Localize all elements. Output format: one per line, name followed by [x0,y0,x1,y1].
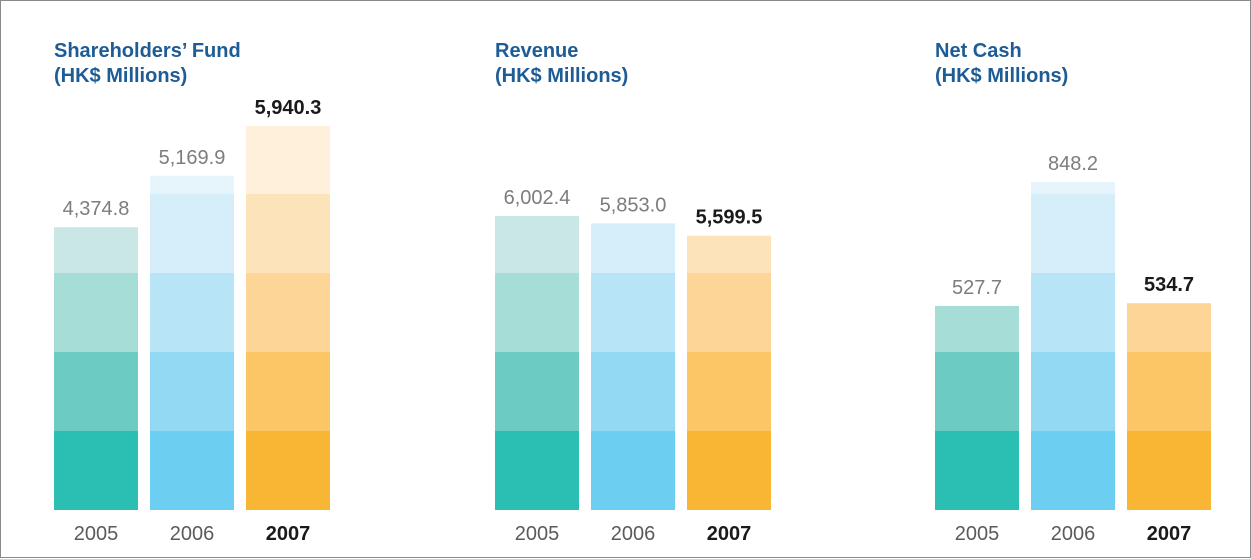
bar-segment [495,216,579,273]
bar-segment [150,352,234,431]
bar-2006 [1031,182,1115,510]
bar-segment [935,352,1019,431]
year-tick-label: 2006 [170,523,215,545]
bar-segment [495,352,579,431]
bar-segment [150,175,234,194]
bar-2006 [150,175,234,510]
title-line-2: (HK$ Millions) [54,65,188,87]
bar-2005 [935,305,1019,510]
bar-segment [935,305,1019,352]
bar-segment [150,273,234,352]
bar-segment [1031,273,1115,352]
bar-segment [935,431,1019,510]
value-label: 5,599.5 [696,207,763,229]
bar-2007 [687,235,771,510]
bar-segment [1031,431,1115,510]
bar-segment [54,431,138,510]
bar-segment [54,227,138,273]
bar-segment [54,273,138,352]
year-tick-label: 2007 [266,523,311,545]
bar-segment [54,352,138,431]
chart-title-revenue: Revenue (HK$ Millions) [495,39,628,89]
bar-segment [1127,303,1211,352]
bar-segment [495,431,579,510]
year-tick-label: 2006 [1051,523,1096,545]
bar-segment [591,431,675,510]
title-line-1: Revenue [495,40,579,62]
value-label: 6,002.4 [504,187,571,209]
year-tick-label: 2006 [611,523,656,545]
bar-segment [1031,182,1115,194]
bar-2005 [495,216,579,510]
year-tick-label: 2005 [955,523,1000,545]
year-tick-label: 2007 [1147,523,1192,545]
chart-title-shareholders-fund: Shareholders’ Fund (HK$ Millions) [54,39,241,89]
bar-segment [687,273,771,352]
bar-segment [591,273,675,352]
bar-segment [150,194,234,273]
bar-segment [1031,194,1115,273]
bar-segment [1127,431,1211,510]
title-line-2: (HK$ Millions) [495,65,629,87]
bar-segment [1031,352,1115,431]
year-tick-label: 2005 [515,523,560,545]
year-tick-label: 2007 [707,523,752,545]
bar-2006 [591,223,675,510]
bar-segment [1127,352,1211,431]
bar-segment [246,126,330,194]
chart-panel-1: 6,002.4 2005 5,853.0 2006 5,599.5 2007 [495,187,771,545]
value-label: 534.7 [1144,274,1194,296]
bar-2005 [54,227,138,510]
title-line-2: (HK$ Millions) [935,65,1069,87]
bar-2007 [1127,303,1211,510]
bar-segment [687,235,771,273]
value-label: 5,853.0 [600,194,667,216]
bar-segment [591,352,675,431]
value-label: 5,940.3 [255,97,322,119]
bar-segment [150,431,234,510]
bar-2007 [246,126,330,510]
value-label: 5,169.9 [159,147,226,169]
bar-segment [495,273,579,352]
value-label: 4,374.8 [63,198,130,220]
title-line-1: Net Cash [935,40,1022,62]
value-label: 848.2 [1048,153,1098,175]
bar-segment [687,431,771,510]
title-line-1: Shareholders’ Fund [54,40,241,62]
bar-segment [246,273,330,352]
bar-segment [246,431,330,510]
chart-panel-2: 527.7 2005 848.2 2006 534.7 2007 [935,153,1211,545]
chart-panel-0: 4,374.8 2005 5,169.9 2006 5,940.3 2007 [54,97,330,545]
bar-segment [246,352,330,431]
bar-segment [687,352,771,431]
year-tick-label: 2005 [74,523,119,545]
bar-segment [591,223,675,273]
bar-segment [246,194,330,273]
chart-title-net-cash: Net Cash (HK$ Millions) [935,39,1068,89]
value-label: 527.7 [952,277,1002,299]
